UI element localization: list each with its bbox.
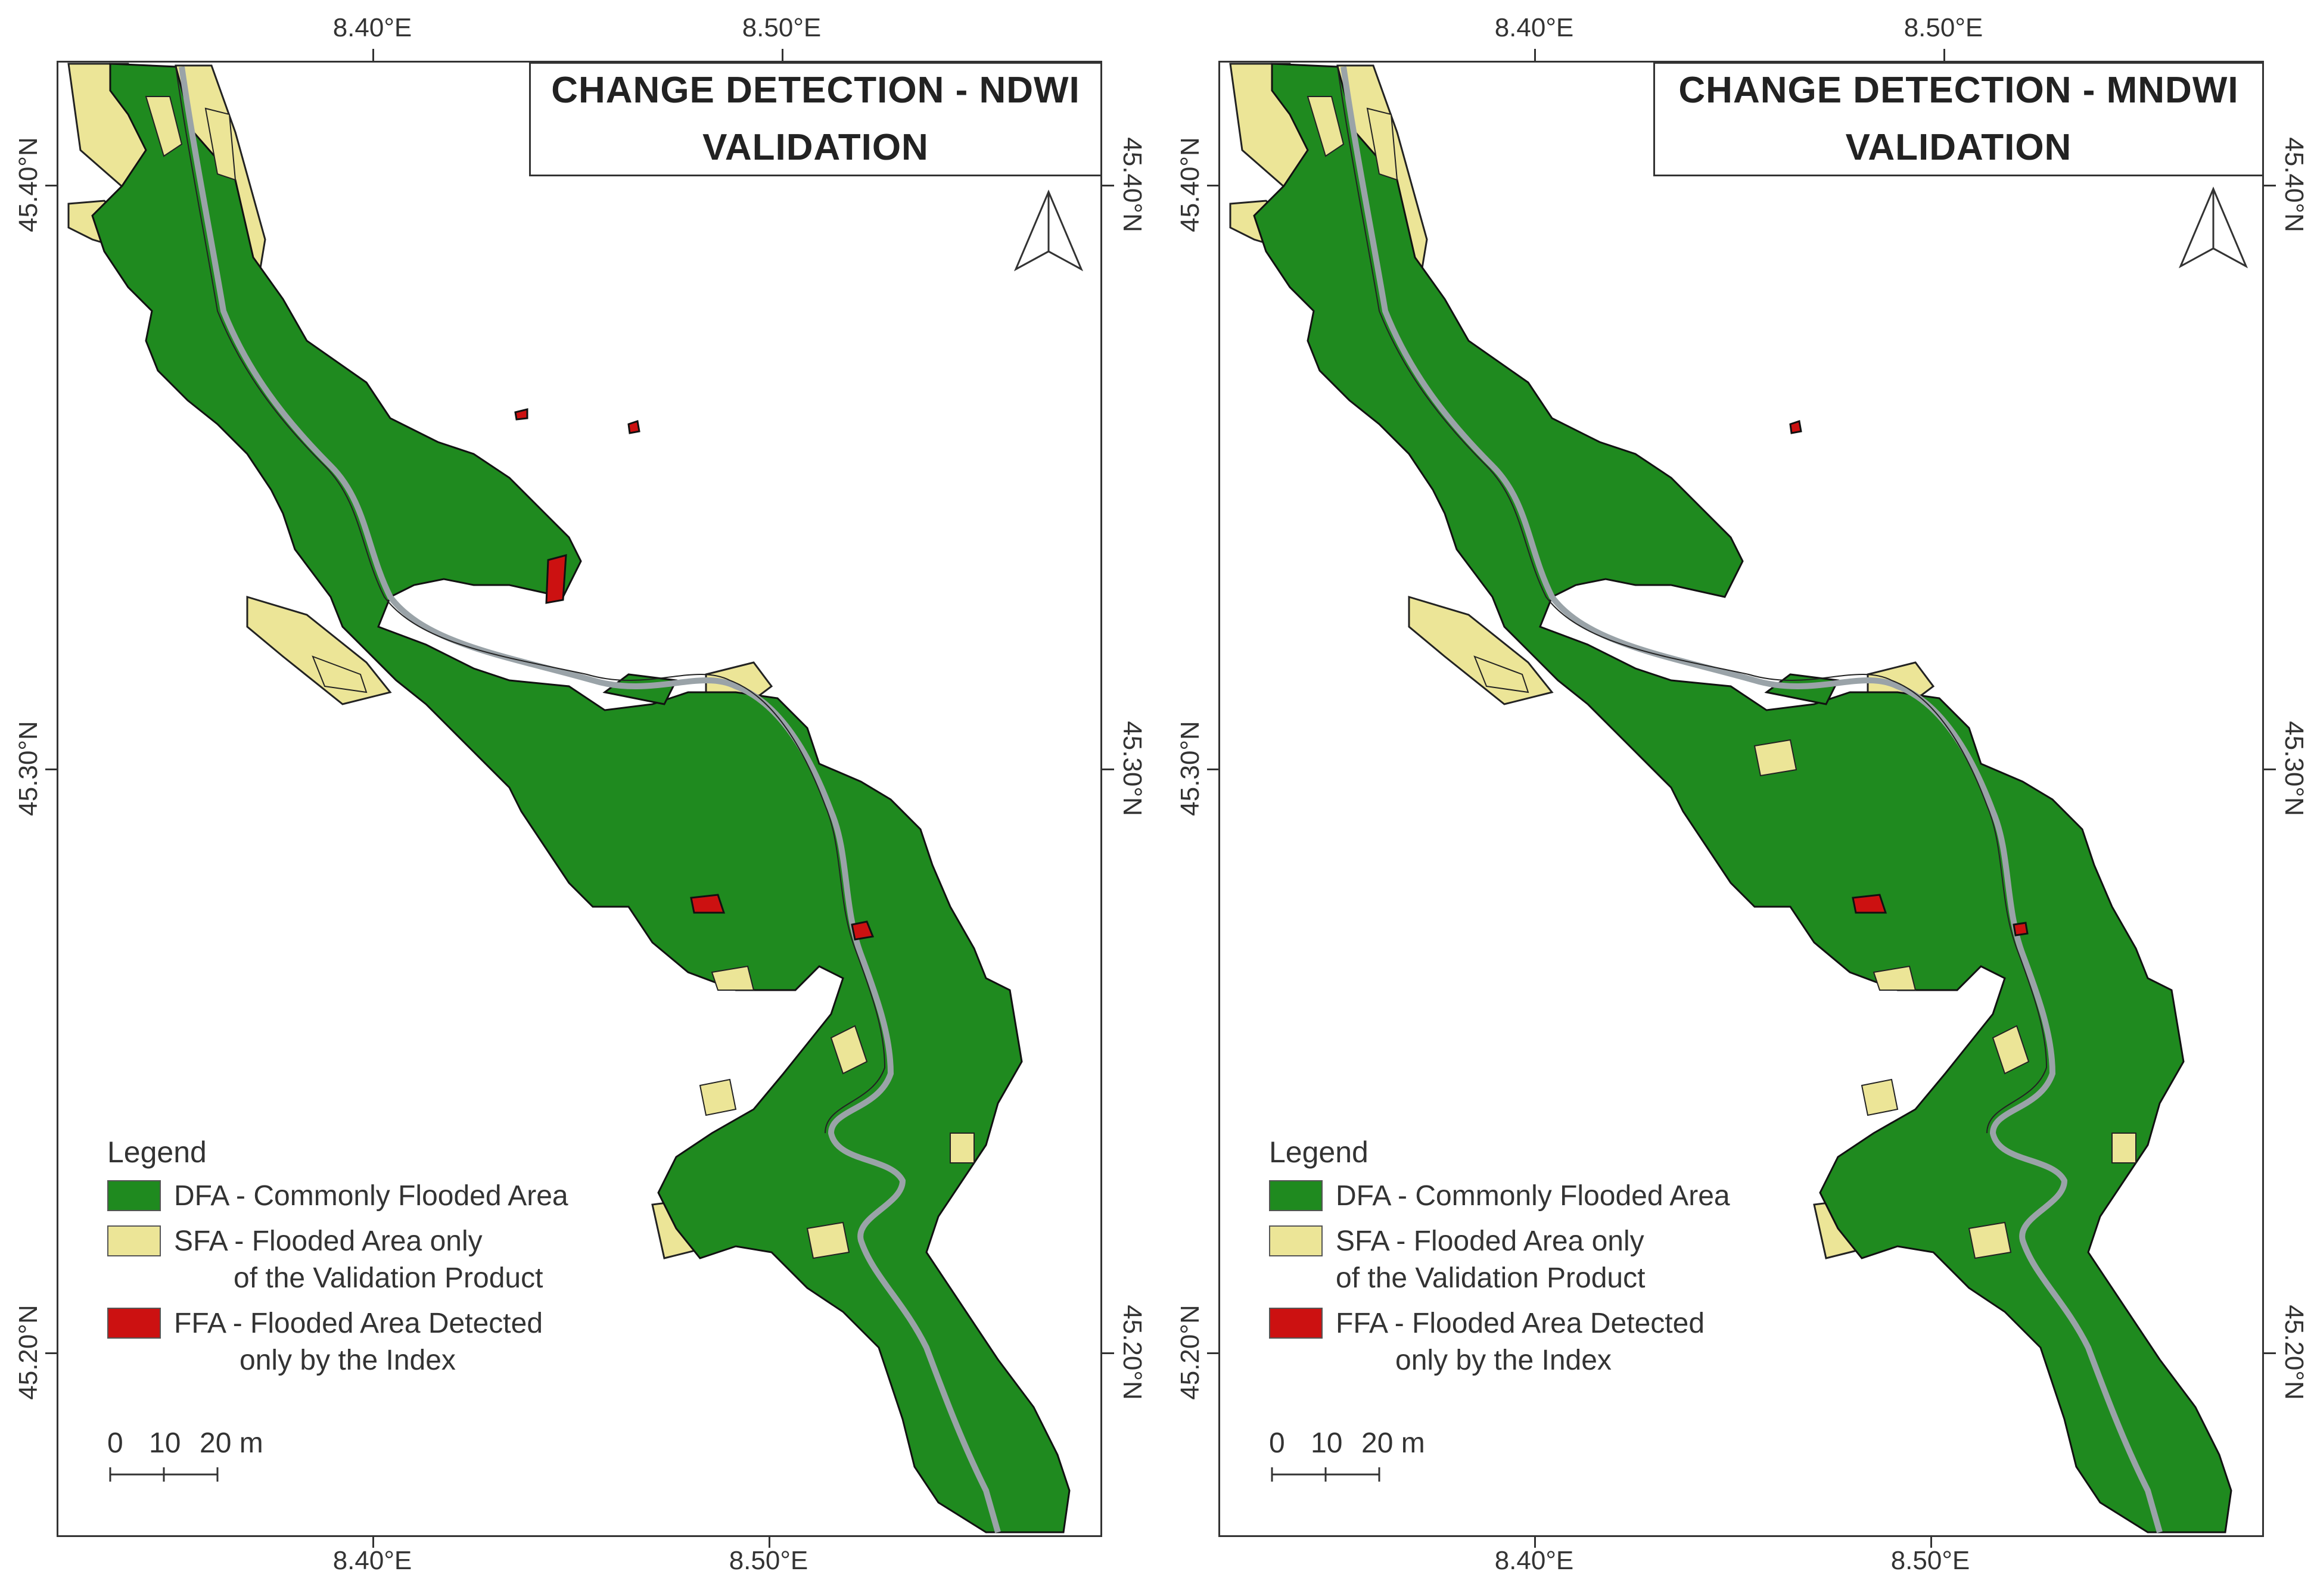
- flood-map-mndwi: [1229, 63, 2248, 1533]
- scale-label: 10: [149, 1427, 181, 1459]
- dfa-areas: [91, 63, 1071, 1533]
- ffa-areas: [1789, 420, 2029, 937]
- map-panel-ndwi: CHANGE DETECTION - NDWI VALIDATION 8.40°…: [14, 13, 1147, 1575]
- tick: [372, 49, 374, 61]
- tick: [1930, 1537, 1932, 1548]
- scale-label: 20 m: [200, 1427, 263, 1459]
- tick: [1102, 1352, 1114, 1354]
- tick: [372, 1537, 374, 1548]
- scale-label: 10: [1311, 1427, 1343, 1459]
- scale-line: [1271, 1467, 1380, 1482]
- sfa-inner-patches: [1307, 96, 2136, 1259]
- legend-label: FFA - Flooded Area Detected: [1336, 1308, 1705, 1339]
- legend-item-ffa: FFA - Flooded Area Detected only by the …: [1269, 1305, 1805, 1379]
- legend-label-sub: only by the Index: [1395, 1345, 1612, 1376]
- legend-label-sub: only by the Index: [240, 1345, 456, 1376]
- scale-label: 0: [1269, 1427, 1285, 1459]
- tick: [1207, 769, 1219, 770]
- north-arrow-icon: [1013, 189, 1084, 272]
- legend-label-sub: of the Validation Product: [1336, 1262, 1646, 1294]
- scale-line: [109, 1467, 219, 1482]
- map-title-line2: VALIDATION: [1845, 127, 2072, 168]
- legend-item-dfa: DFA - Commonly Flooded Area: [107, 1178, 643, 1215]
- scale-bar: 0 10 20 m: [107, 1427, 346, 1489]
- legend-label: SFA - Flooded Area only: [1336, 1225, 1644, 1257]
- legend-swatch-dfa: [1269, 1180, 1323, 1211]
- legend-label: FFA - Flooded Area Detected: [174, 1308, 543, 1339]
- tick: [45, 769, 57, 770]
- legend-item-sfa: SFA - Flooded Area only of the Validatio…: [1269, 1223, 1805, 1297]
- map-panel-mndwi: CHANGE DETECTION - MNDWI VALIDATION 8.40…: [1162, 0, 2314, 1596]
- tick: [45, 185, 57, 186]
- bottom-tick-label: 8.40°E: [332, 1546, 412, 1575]
- tick: [2264, 1352, 2276, 1354]
- tick: [1207, 1352, 1219, 1354]
- tick: [1534, 1537, 1536, 1548]
- legend-heading: Legend: [107, 1135, 207, 1169]
- river: [1340, 66, 2163, 1533]
- map-title-box: CHANGE DETECTION - MNDWI VALIDATION: [1653, 62, 2264, 176]
- river-outline: [175, 66, 886, 1134]
- legend-label: SFA - Flooded Area only: [174, 1225, 483, 1257]
- north-arrow-icon: [2178, 186, 2248, 269]
- legend-item-ffa: FFA - Flooded Area Detected only by the …: [107, 1305, 643, 1379]
- legend-swatch-dfa: [107, 1180, 161, 1211]
- legend: Legend DFA - Commonly Flooded Area SFA -…: [1269, 1135, 1805, 1387]
- legend-item-dfa: DFA - Commonly Flooded Area: [1269, 1178, 1805, 1215]
- tick: [1534, 49, 1536, 61]
- tick: [782, 49, 783, 61]
- flood-map-ndwi: [67, 63, 1084, 1533]
- tick: [1102, 185, 1114, 186]
- tick: [1207, 185, 1219, 186]
- legend-swatch-sfa: [107, 1225, 161, 1256]
- legend-swatch-sfa: [1269, 1225, 1323, 1256]
- map-title-line2: VALIDATION: [702, 127, 929, 168]
- scale-label: 0: [107, 1427, 123, 1459]
- top-tick-label: 8.40°E: [1494, 13, 1574, 42]
- legend-swatch-ffa: [1269, 1308, 1323, 1339]
- ffa-areas: [514, 408, 875, 941]
- legend-label-sub: of the Validation Product: [234, 1262, 543, 1294]
- tick: [769, 1537, 770, 1548]
- scale-bar: 0 10 20 m: [1269, 1427, 1507, 1489]
- bottom-tick-label: 8.40°E: [1494, 1546, 1574, 1575]
- legend-item-sfa: SFA - Flooded Area only of the Validatio…: [107, 1223, 643, 1297]
- river-outline: [1337, 66, 2048, 1134]
- tick: [1943, 49, 1945, 61]
- legend-label: DFA - Commonly Flooded Area: [1336, 1180, 1730, 1212]
- scale-label: 20 m: [1361, 1427, 1425, 1459]
- river: [179, 66, 1001, 1533]
- top-tick-label: 8.40°E: [332, 13, 412, 42]
- legend-heading: Legend: [1269, 1135, 1369, 1169]
- legend-swatch-ffa: [107, 1308, 161, 1339]
- map-title-line1: CHANGE DETECTION - MNDWI: [1678, 70, 2239, 111]
- top-tick-label: 8.50°E: [742, 13, 822, 42]
- tick: [2264, 769, 2276, 770]
- top-tick-label: 8.50°E: [1904, 13, 1983, 42]
- legend-label: DFA - Commonly Flooded Area: [174, 1180, 568, 1212]
- bottom-tick-label: 8.50°E: [1890, 1546, 1970, 1575]
- tick: [45, 1352, 57, 1354]
- bottom-tick-label: 8.50°E: [729, 1546, 808, 1575]
- tick: [1102, 769, 1114, 770]
- sfa-inner-patches: [145, 96, 975, 1259]
- map-title-box: CHANGE DETECTION - NDWI VALIDATION: [529, 62, 1102, 176]
- map-title-line1: CHANGE DETECTION - NDWI: [551, 70, 1080, 111]
- tick: [2264, 185, 2276, 186]
- legend: Legend DFA - Commonly Flooded Area SFA -…: [107, 1135, 643, 1387]
